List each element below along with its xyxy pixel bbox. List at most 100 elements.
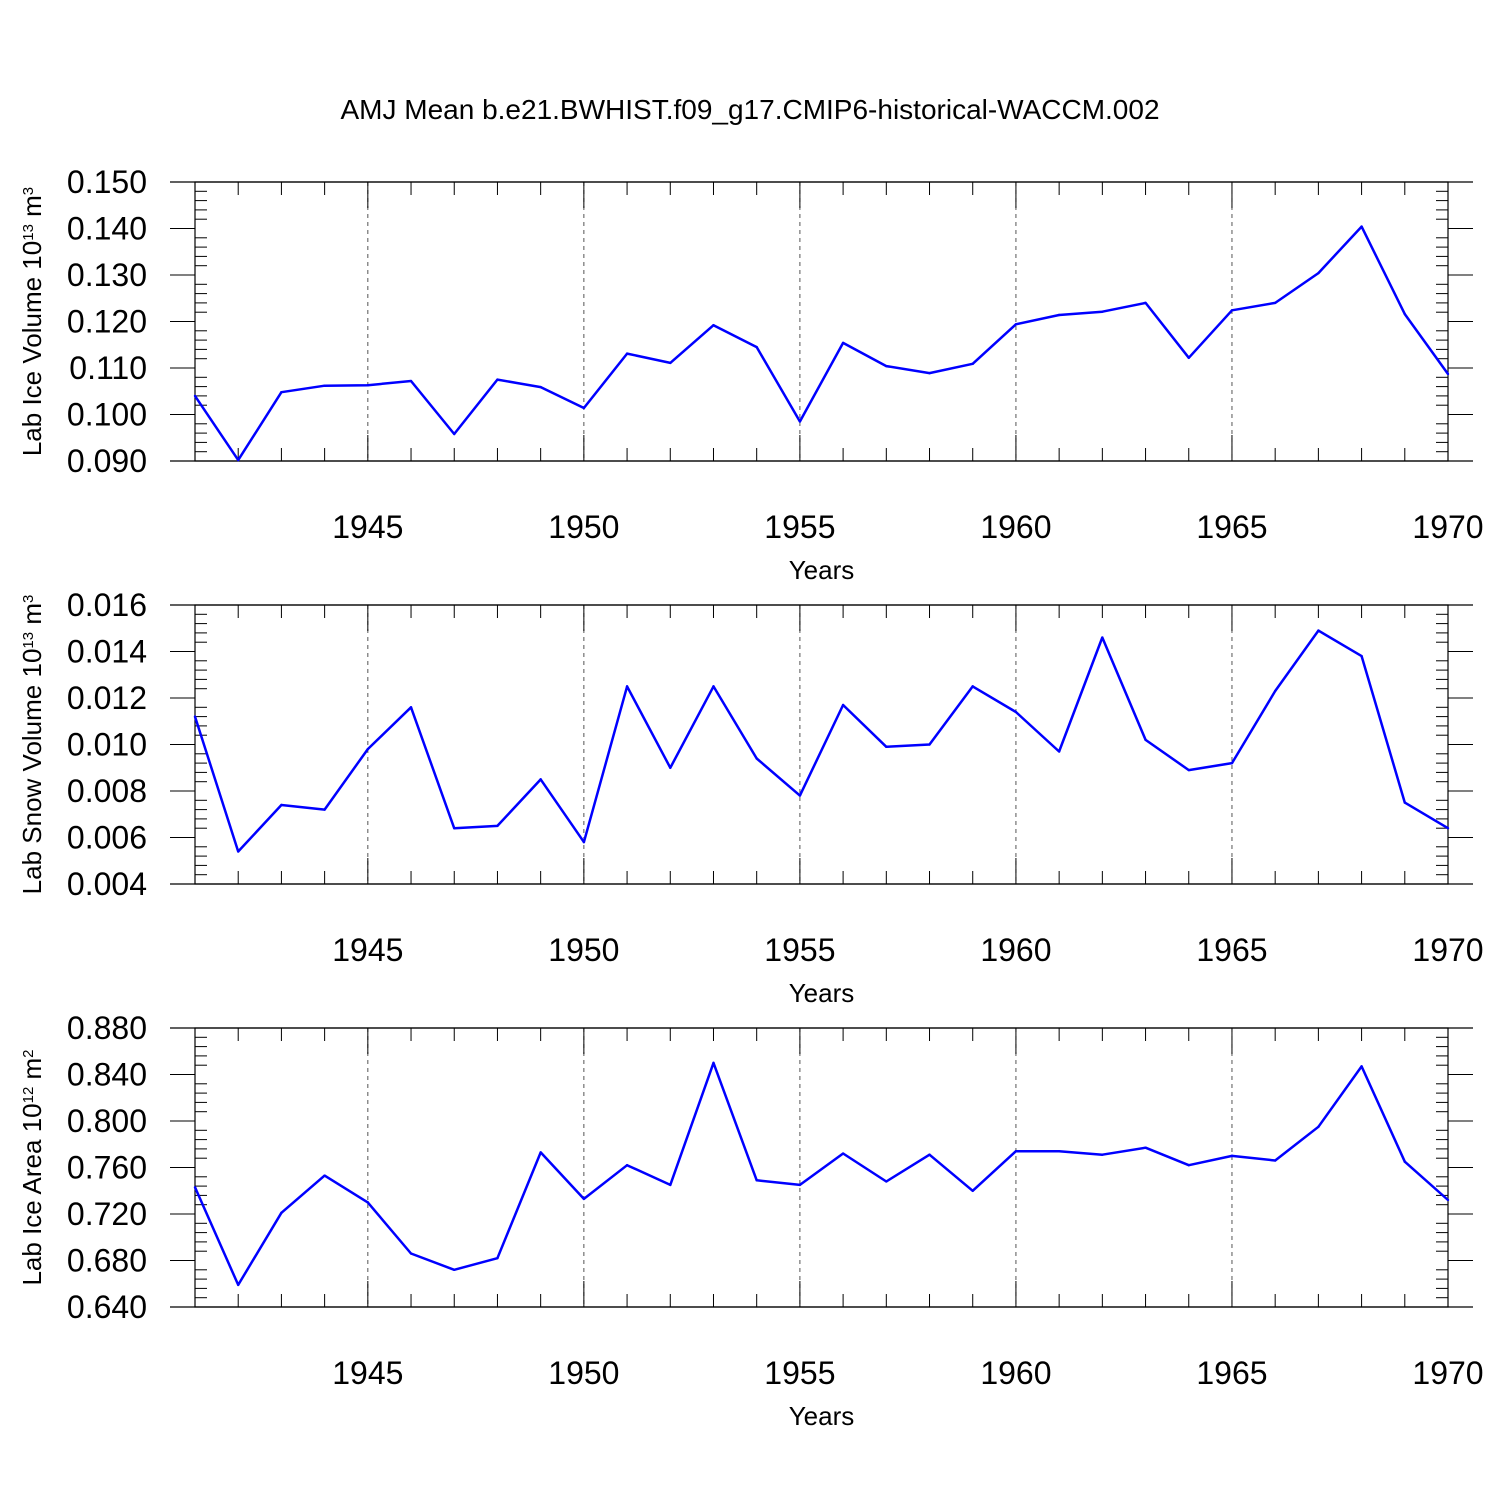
data-point bbox=[1273, 301, 1277, 305]
data-point bbox=[1230, 1154, 1234, 1158]
data-point bbox=[1273, 1159, 1277, 1162]
x-tick-label: 1960 bbox=[980, 1355, 1051, 1391]
y-tick-label: 0.012 bbox=[67, 680, 147, 716]
data-point bbox=[1057, 750, 1061, 753]
data-point bbox=[971, 1189, 974, 1192]
data-point bbox=[625, 352, 629, 355]
data-point bbox=[928, 1153, 931, 1156]
data-point bbox=[496, 824, 499, 828]
series-line-1 bbox=[193, 225, 1450, 462]
data-point bbox=[237, 1283, 240, 1287]
series-line-1 bbox=[193, 629, 1449, 853]
data-point bbox=[539, 385, 542, 389]
data-point bbox=[193, 1186, 197, 1189]
y-tick-label: 0.014 bbox=[67, 634, 147, 670]
data-point bbox=[1187, 768, 1190, 772]
data-point bbox=[669, 361, 672, 365]
x-tick-label: 1955 bbox=[764, 509, 835, 545]
data-point bbox=[366, 384, 370, 387]
data-point bbox=[625, 1163, 629, 1167]
plot-frame bbox=[194, 1027, 1449, 1308]
x-tick-label: 1970 bbox=[1412, 509, 1483, 545]
data-point bbox=[453, 1268, 456, 1272]
data-point bbox=[1360, 225, 1363, 228]
data-point bbox=[409, 1252, 413, 1255]
data-point bbox=[1360, 1065, 1363, 1068]
data-point bbox=[755, 757, 758, 760]
y-tick-label: 0.640 bbox=[67, 1289, 147, 1325]
y-tick-label: 0.880 bbox=[67, 1010, 147, 1046]
data-point bbox=[669, 766, 672, 769]
data-point bbox=[280, 390, 283, 394]
y-tick-label: 0.680 bbox=[67, 1243, 147, 1279]
data-point bbox=[755, 1179, 758, 1182]
panel-2: 0.004 0.006 0.008 0.010 0.012 0.014 0.016 1945 1… bbox=[17, 587, 1484, 1008]
y-axis-title: Lab Ice Volume 1013 m3 bbox=[17, 187, 47, 456]
y-tick-label: 0.150 bbox=[67, 164, 147, 200]
panel-3: 0.640 0.680 0.720 0.760 0.800 0.840 0.880 1945 1… bbox=[17, 1010, 1484, 1431]
chart-title: AMJ Mean b.e21.BWHIST.f09_g17.CMIP6-hist… bbox=[340, 94, 1159, 125]
chart-panels: 0.090 0.100 0.110 0.120 0.130 0.140 0.150 1945 1… bbox=[17, 164, 1484, 1431]
y-tick-label: 0.016 bbox=[67, 587, 147, 623]
plot-frame bbox=[194, 604, 1449, 885]
data-point bbox=[1057, 313, 1061, 317]
x-tick-label: 1960 bbox=[980, 932, 1051, 968]
data-point bbox=[496, 378, 499, 381]
data-point bbox=[409, 379, 413, 383]
y-axis-title-superscript: 13 bbox=[20, 632, 37, 649]
data-point bbox=[366, 747, 370, 751]
x-tick-label: 1945 bbox=[332, 509, 403, 545]
data-point bbox=[971, 362, 974, 366]
x-axis-title: Years bbox=[789, 1401, 855, 1431]
data-point bbox=[1014, 323, 1018, 326]
data-point bbox=[841, 1152, 845, 1155]
x-tick-label: 1965 bbox=[1196, 1355, 1267, 1391]
data-point bbox=[453, 432, 456, 436]
y-axis-title-part: Lab Ice Volume 10 bbox=[17, 241, 47, 456]
data-point bbox=[582, 1197, 586, 1201]
x-tick-label: 1965 bbox=[1196, 932, 1267, 968]
data-point bbox=[1317, 1125, 1320, 1129]
data-point bbox=[1101, 310, 1104, 313]
data-point bbox=[1230, 761, 1234, 765]
data-point bbox=[712, 685, 715, 688]
data-point bbox=[409, 706, 413, 709]
y-tick-label: 0.010 bbox=[67, 727, 147, 763]
x-tick-label: 1950 bbox=[548, 932, 619, 968]
data-point bbox=[885, 364, 888, 368]
data-point bbox=[885, 1180, 888, 1183]
x-tick-label: 1955 bbox=[764, 1355, 835, 1391]
data-point bbox=[1101, 636, 1104, 639]
x-axis-title: Years bbox=[789, 978, 855, 1008]
data-point bbox=[193, 394, 197, 398]
y-axis-title-part: Lab Ice Area 10 bbox=[17, 1103, 47, 1285]
data-point bbox=[582, 406, 586, 410]
data-point bbox=[1446, 1198, 1450, 1202]
y-tick-label: 0.720 bbox=[67, 1196, 147, 1232]
data-point bbox=[366, 1201, 370, 1204]
data-point bbox=[1144, 738, 1147, 742]
y-tick-label: 0.006 bbox=[67, 820, 147, 856]
x-tick-label: 1955 bbox=[764, 932, 835, 968]
data-point bbox=[453, 827, 456, 830]
x-tick-label: 1950 bbox=[548, 1355, 619, 1391]
x-tick-label: 1945 bbox=[332, 1355, 403, 1391]
plot-frame bbox=[194, 181, 1449, 462]
series-line-1 bbox=[193, 1061, 1449, 1287]
y-axis-title-part: m bbox=[17, 195, 47, 224]
y-axis-title: Lab Snow Volume 1013 m3 bbox=[17, 595, 47, 895]
x-tick-label: 1960 bbox=[980, 509, 1051, 545]
data-point bbox=[1014, 1150, 1018, 1153]
y-axis-title-part: m bbox=[17, 1058, 47, 1087]
data-point bbox=[798, 420, 802, 423]
x-tick-label: 1970 bbox=[1412, 1355, 1483, 1391]
data-point bbox=[1403, 1160, 1406, 1163]
y-tick-label: 0.800 bbox=[67, 1103, 147, 1139]
data-point bbox=[1360, 654, 1363, 658]
data-point bbox=[539, 1151, 542, 1154]
data-point bbox=[1101, 1153, 1104, 1156]
data-point bbox=[237, 850, 240, 853]
y-tick-label: 0.008 bbox=[67, 773, 147, 809]
data-point bbox=[755, 345, 758, 349]
